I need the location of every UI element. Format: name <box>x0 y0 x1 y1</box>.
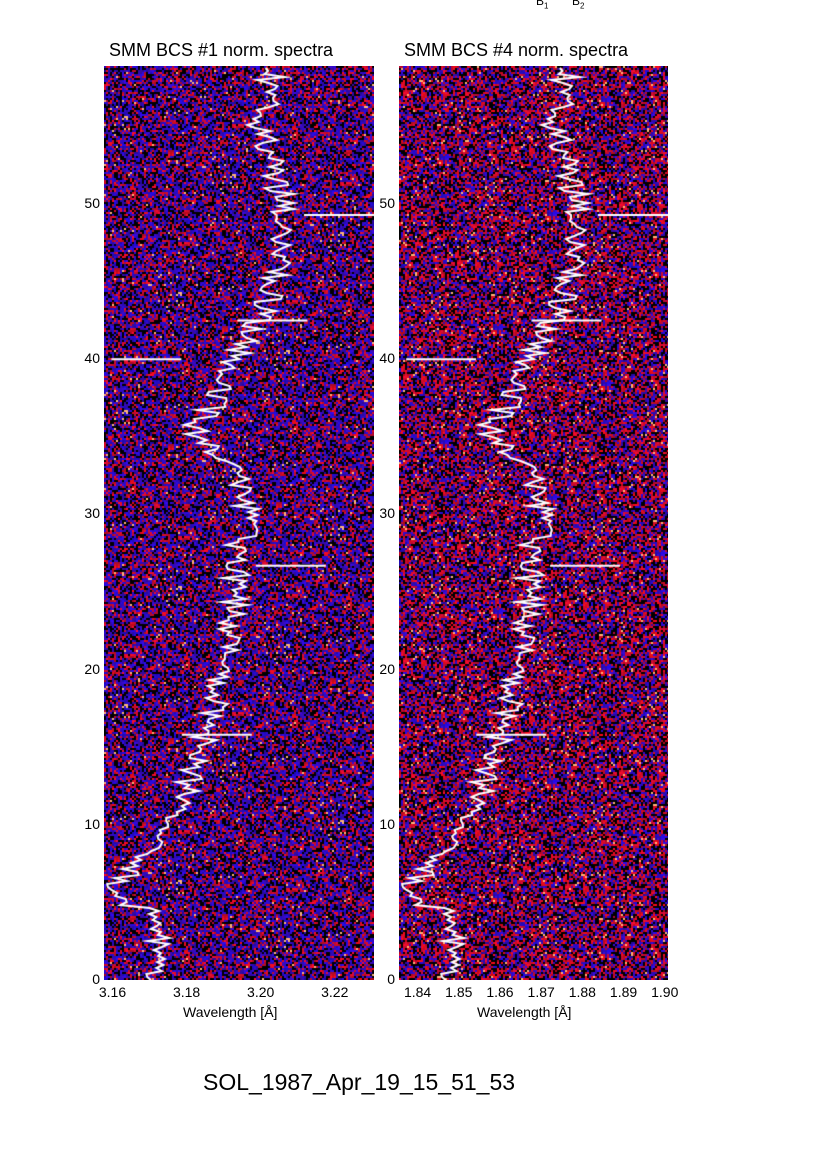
x-tick-label: 1.90 <box>651 984 679 1000</box>
x-tick-label: 3.16 <box>98 984 127 1000</box>
y-tick-label: 40 <box>379 350 395 367</box>
panel2-xlabel: Wavelength [Å] <box>477 1004 572 1020</box>
y-tick-label: 0 <box>387 971 395 987</box>
x-tick-label: 1.87 <box>527 984 555 1000</box>
y-tick-label: 50 <box>379 195 395 212</box>
b2-label: B2 <box>572 0 584 10</box>
x-tick-label: 3.22 <box>321 984 349 1000</box>
b2-sub: 2 <box>580 1 585 11</box>
y-tick-label: 50 <box>84 195 100 212</box>
x-tick-label: 1.88 <box>568 984 596 1000</box>
y-tick-label: 0 <box>92 971 100 987</box>
y-tick-label: 40 <box>84 350 100 367</box>
panel1-xlabel: Wavelength [Å] <box>183 1004 278 1020</box>
y-tick-label: 30 <box>379 505 395 522</box>
y-tick-label: 20 <box>379 660 395 677</box>
panel1-title: SMM BCS #1 norm. spectra <box>109 40 334 60</box>
y-tick-label: 10 <box>379 815 395 832</box>
b1-text: B <box>536 0 545 8</box>
panel2-title: SMM BCS #4 norm. spectra <box>404 40 629 60</box>
x-tick-label: 1.84 <box>403 984 432 1000</box>
y-tick-label: 30 <box>84 505 100 522</box>
panel2-spectra-heatmap <box>399 66 668 980</box>
x-tick-label: 3.20 <box>247 984 275 1000</box>
b1-label: B1 <box>536 0 548 10</box>
b2-text: B <box>572 0 581 8</box>
y-tick-label: 10 <box>84 815 100 832</box>
x-tick-label: 1.86 <box>486 984 514 1000</box>
panel1-spectra-heatmap <box>104 66 374 980</box>
y-tick-label: 20 <box>84 660 100 677</box>
x-tick-label: 1.85 <box>445 984 473 1000</box>
x-tick-label: 1.89 <box>609 984 638 1000</box>
x-tick-label: 3.18 <box>172 984 201 1000</box>
b1-sub: 1 <box>544 1 549 11</box>
main-title: SOL_1987_Apr_19_15_51_53 <box>203 1069 516 1095</box>
